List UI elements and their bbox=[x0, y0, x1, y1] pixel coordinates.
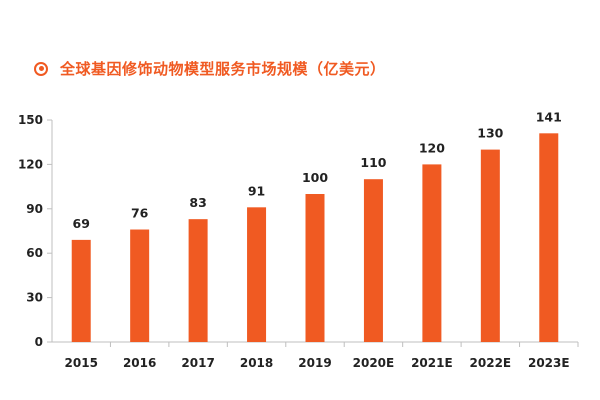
x-tick-label: 2023E bbox=[528, 356, 570, 370]
x-tick-label: 2017 bbox=[181, 356, 214, 370]
bar bbox=[305, 194, 325, 342]
y-tick-label: 150 bbox=[18, 113, 43, 127]
circle-bullet-icon bbox=[34, 61, 48, 76]
bar bbox=[71, 239, 91, 342]
x-tick-label: 2021E bbox=[411, 356, 453, 370]
chart-title: 全球基因修饰动物模型服务市场规模（亿美元） bbox=[60, 60, 386, 78]
data-label: 69 bbox=[73, 216, 90, 231]
bar bbox=[188, 219, 208, 342]
data-label: 141 bbox=[536, 109, 562, 124]
bar bbox=[539, 133, 559, 342]
x-tick-label: 2020E bbox=[353, 356, 395, 370]
data-label: 83 bbox=[189, 195, 206, 210]
y-tick-label: 90 bbox=[26, 202, 43, 216]
x-tick-label: 2018 bbox=[240, 356, 273, 370]
data-label: 120 bbox=[419, 140, 445, 155]
bar bbox=[422, 164, 442, 342]
x-tick-label: 2016 bbox=[123, 356, 156, 370]
bar bbox=[130, 229, 150, 342]
x-tick-label: 2015 bbox=[65, 356, 98, 370]
y-tick-label: 60 bbox=[26, 246, 43, 260]
data-label: 110 bbox=[360, 155, 386, 170]
x-tick-label: 2019 bbox=[298, 356, 331, 370]
y-tick-label: 0 bbox=[35, 335, 43, 349]
chart-title-row: 全球基因修饰动物模型服务市场规模（亿美元） bbox=[34, 58, 386, 79]
y-tick-label: 30 bbox=[26, 291, 43, 305]
data-label: 91 bbox=[248, 183, 265, 198]
bar bbox=[480, 149, 500, 342]
data-label: 76 bbox=[131, 206, 149, 221]
bar bbox=[363, 179, 383, 342]
bar bbox=[247, 207, 267, 342]
y-tick-label: 120 bbox=[18, 157, 43, 171]
x-tick-label: 2022E bbox=[470, 356, 512, 370]
data-label: 100 bbox=[302, 170, 328, 185]
data-label: 130 bbox=[477, 126, 503, 141]
